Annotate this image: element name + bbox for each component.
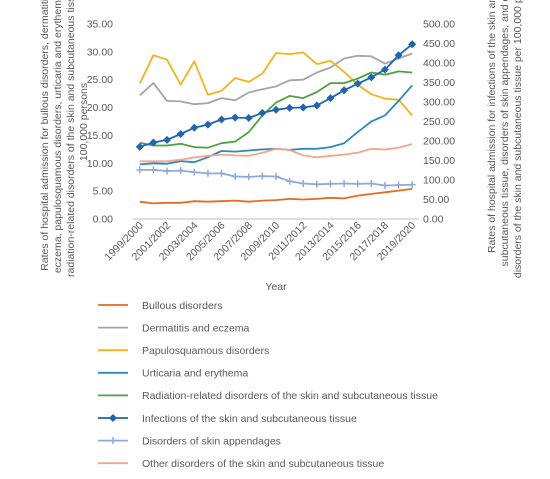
legend: Bullous disorders Dermatitis and eczema Pa…: [98, 300, 438, 470]
legend-label: Papulosquamous disorders: [142, 345, 269, 357]
legend-label: Disorders of skin appendages: [142, 435, 281, 447]
y-right-tick-label: 450.00: [423, 38, 455, 50]
data-point-infections-of-the-skin-and-subcutaneous-tissue: [244, 113, 253, 122]
data-point-disorders-of-skin-appendages: [286, 177, 294, 185]
y-left-tick-label: 35.00: [87, 19, 113, 31]
series-lines: [135, 40, 417, 205]
data-point-infections-of-the-skin-and-subcutaneous-tissue: [135, 142, 144, 151]
data-point-disorders-of-skin-appendages: [299, 180, 307, 188]
data-point-disorders-of-skin-appendages: [381, 181, 389, 189]
legend-label: Other disorders of the skin and subcutan…: [142, 458, 384, 470]
y-right-tick-label: 0.00: [423, 214, 444, 226]
y-left-tick-label: 0.00: [93, 214, 114, 226]
legend-item: Disorders of skin appendages: [98, 435, 281, 447]
y-right-tick-label: 500.00: [423, 19, 455, 31]
data-point-infections-of-the-skin-and-subcutaneous-tissue: [299, 103, 308, 112]
data-point-disorders-of-skin-appendages: [190, 168, 198, 176]
data-point-disorders-of-skin-appendages: [408, 181, 416, 189]
data-point-infections-of-the-skin-and-subcutaneous-tissue: [176, 129, 185, 138]
data-point-disorders-of-skin-appendages: [313, 180, 321, 188]
legend-label: Urticaria and erythema: [142, 368, 248, 380]
data-point-disorders-of-skin-appendages: [354, 180, 362, 188]
y-right-tick-label: 300.00: [423, 97, 455, 109]
data-point-disorders-of-skin-appendages: [177, 167, 185, 175]
legend-item: Bullous disorders: [98, 300, 223, 312]
y-left-axis-title-line: 100,000 persons: [78, 83, 90, 161]
series-line-dermatitis-and-eczema: [139, 52, 413, 106]
data-point-infections-of-the-skin-and-subcutaneous-tissue: [340, 86, 349, 95]
data-point-infections-of-the-skin-and-subcutaneous-tissue: [217, 115, 226, 124]
y-left-tick-label: 15.00: [87, 130, 113, 142]
data-point-disorders-of-skin-appendages: [218, 169, 226, 177]
data-point-disorders-of-skin-appendages: [136, 166, 144, 174]
data-point-disorders-of-skin-appendages: [163, 167, 171, 175]
legend-item: Other disorders of the skin and subcutan…: [98, 458, 384, 470]
y-left-axis-title: Rates of hospital admission for bullous …: [39, 0, 90, 277]
y-left-tick-label: 5.00: [93, 186, 114, 198]
series-line-papulosquamous-disorders: [138, 51, 413, 116]
legend-item: Infections of the skin and subcutaneous …: [98, 413, 357, 425]
legend-marker: [109, 414, 117, 422]
data-point-infections-of-the-skin-and-subcutaneous-tissue: [285, 103, 294, 112]
data-point-infections-of-the-skin-and-subcutaneous-tissue: [312, 101, 321, 110]
y-right-tick-label: 100.00: [423, 175, 455, 187]
y-right-tick-label: 150.00: [423, 155, 455, 167]
data-point-infections-of-the-skin-and-subcutaneous-tissue: [163, 135, 172, 144]
data-point-disorders-of-skin-appendages: [245, 173, 253, 181]
data-point-infections-of-the-skin-and-subcutaneous-tissue: [394, 51, 403, 60]
series-line-urticaria-and-erythema: [139, 84, 413, 166]
y-right-tick-label: 50.00: [423, 194, 449, 206]
legend-item: Dermatitis and eczema: [98, 322, 250, 334]
data-point-disorders-of-skin-appendages: [326, 180, 334, 188]
y-left-tick-label: 25.00: [87, 74, 113, 86]
series-line-radiation-related-disorders-of-the-skin-and-subcutaneous-tissue: [139, 70, 413, 149]
y-right-tick-label: 250.00: [423, 116, 455, 128]
data-point-disorders-of-skin-appendages: [231, 172, 239, 180]
data-point-disorders-of-skin-appendages: [149, 166, 157, 174]
data-point-disorders-of-skin-appendages: [367, 180, 375, 188]
y-right-tick-label: 200.00: [423, 136, 455, 148]
data-point-infections-of-the-skin-and-subcutaneous-tissue: [353, 79, 362, 88]
series-line-bullous-disorders: [139, 188, 413, 205]
legend-label: Radiation-related disorders of the skin …: [142, 390, 438, 402]
axes: 0.00 5.00 10.00 15.00 20.00 25.00 30.00 35.00 0.…: [39, 0, 524, 278]
data-point-infections-of-the-skin-and-subcutaneous-tissue: [408, 40, 417, 49]
data-point-infections-of-the-skin-and-subcutaneous-tissue: [203, 120, 212, 129]
y-left-tick-label: 30.00: [87, 46, 113, 58]
y-right-tick-label: 400.00: [423, 58, 455, 70]
legend-label: Dermatitis and eczema: [142, 322, 250, 334]
data-point-infections-of-the-skin-and-subcutaneous-tissue: [231, 113, 240, 122]
data-point-infections-of-the-skin-and-subcutaneous-tissue: [258, 108, 267, 117]
y-right-tick-label: 350.00: [423, 77, 455, 89]
y-left-axis-title-line: eczema, papulosquamous disorders, urtica…: [52, 0, 64, 273]
y-left-tick-label: 10.00: [87, 158, 113, 170]
legend-item: Radiation-related disorders of the skin …: [98, 390, 438, 402]
y-right-axis-title-line: subcutaneous tissue, disorders of skin a…: [499, 0, 511, 266]
data-point-disorders-of-skin-appendages: [204, 169, 212, 177]
data-point-disorders-of-skin-appendages: [340, 180, 348, 188]
y-right-axis-title: Rates of hospital admission for infectio…: [486, 0, 524, 278]
data-point-infections-of-the-skin-and-subcutaneous-tissue: [367, 73, 376, 82]
data-point-infections-of-the-skin-and-subcutaneous-tissue: [380, 65, 389, 74]
y-left-axis-title-line: Rates of hospital admission for bullous …: [39, 0, 51, 271]
y-right-axis-title-line: Rates of hospital admission for infectio…: [486, 0, 498, 253]
data-point-disorders-of-skin-appendages: [395, 181, 403, 189]
legend-label: Bullous disorders: [142, 300, 223, 312]
legend-label: Infections of the skin and subcutaneous …: [142, 413, 357, 425]
y-left-tick-label: 20.00: [87, 102, 113, 114]
x-axis-title: Year: [265, 281, 287, 293]
data-point-infections-of-the-skin-and-subcutaneous-tissue: [190, 123, 199, 132]
legend-item: Urticaria and erythema: [98, 368, 248, 380]
data-point-disorders-of-skin-appendages: [272, 172, 280, 180]
legend-item: Papulosquamous disorders: [98, 345, 269, 357]
data-point-infections-of-the-skin-and-subcutaneous-tissue: [272, 105, 280, 114]
y-left-axis-title-line: radiation-related disorders of the skin …: [65, 0, 77, 277]
series-line-other-disorders-of-the-skin-and-subcutaneous-tissue: [139, 143, 413, 163]
data-point-disorders-of-skin-appendages: [258, 172, 266, 180]
data-point-infections-of-the-skin-and-subcutaneous-tissue: [326, 94, 335, 103]
y-right-axis-title-line: disorders of the skin and subcutaneous t…: [512, 0, 524, 278]
data-point-infections-of-the-skin-and-subcutaneous-tissue: [149, 138, 158, 147]
